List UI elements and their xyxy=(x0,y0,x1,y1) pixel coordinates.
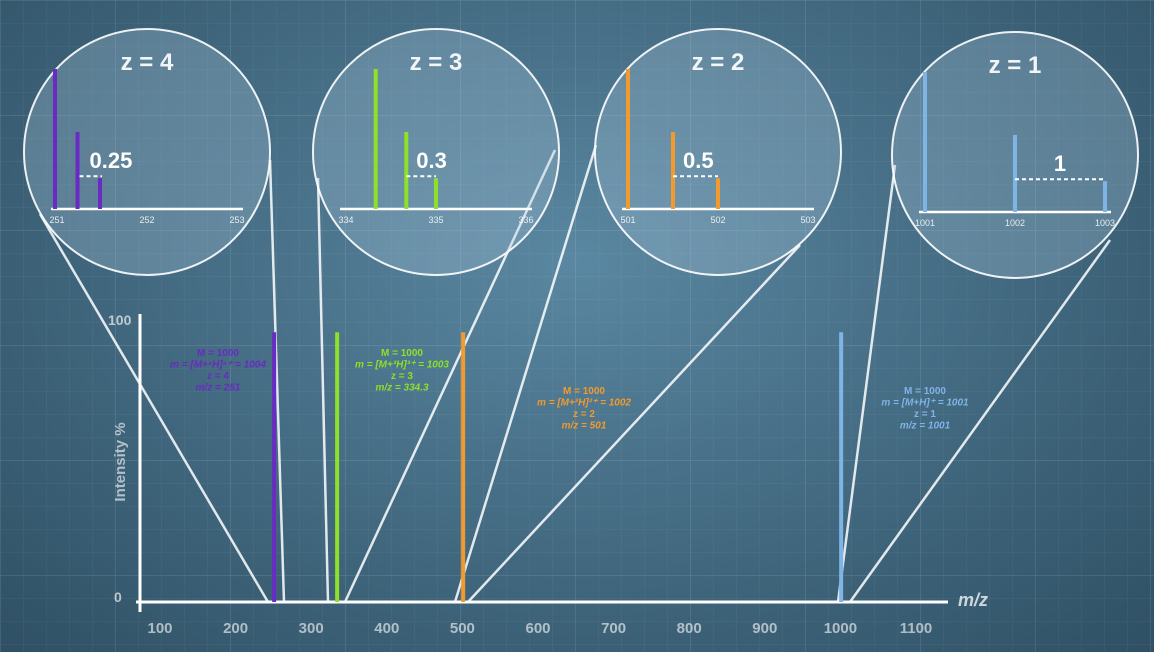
inset-tick-label: 253 xyxy=(229,215,244,225)
x-tick-label: 200 xyxy=(223,620,248,637)
inset-z3: z = 3 334 335 336 0.3 xyxy=(312,28,560,276)
annotation-line-z4: m = [M+⁴H]⁴⁺ = 1004 xyxy=(170,360,266,371)
inset-tick-label: 1002 xyxy=(1005,218,1025,228)
x-tick-label: 400 xyxy=(374,620,399,637)
inset-z2: z = 2 501 502 503 0.5 xyxy=(594,28,842,276)
x-tick-label: 100 xyxy=(147,620,172,637)
inset-circle xyxy=(594,28,842,276)
inset-tick-label: 335 xyxy=(428,215,443,225)
inset-spacing-label: 0.3 xyxy=(416,148,447,173)
inset-title: z = 3 xyxy=(410,49,463,76)
annotation-line-z4: z = 4 xyxy=(207,371,229,382)
inset-circle xyxy=(23,28,271,276)
y-tick-label-min: 0 xyxy=(114,589,122,605)
connector-line-z3 xyxy=(316,177,330,603)
inset-title: z = 1 xyxy=(989,52,1042,79)
connector-line-z1 xyxy=(848,239,1112,603)
inset-tick-label: 334 xyxy=(338,215,353,225)
x-tick-label: 1000 xyxy=(824,620,857,637)
inset-tick-label: 251 xyxy=(49,215,64,225)
annotation-line-z4: M = 1000 xyxy=(197,348,239,359)
annotation-line-z1: m/z = 1001 xyxy=(900,421,951,432)
connector-line-z2 xyxy=(467,244,801,603)
inset-z1: z = 1 1001 1002 1003 1 xyxy=(891,31,1139,279)
connector-line-z4 xyxy=(268,159,286,603)
connector-line-z3 xyxy=(343,149,557,603)
annotation-line-z4: m/z = 251 xyxy=(196,383,241,394)
connector-line-z2 xyxy=(453,144,598,603)
zoom-connectors xyxy=(38,144,1112,603)
x-tick-label: 600 xyxy=(525,620,550,637)
inset-spacing-label: 0.5 xyxy=(683,148,714,173)
main-peaks xyxy=(272,332,844,602)
annotation-line-z2: M = 1000 xyxy=(563,386,605,397)
x-tick-label: 700 xyxy=(601,620,626,637)
annotation-line-z3: z = 3 xyxy=(391,371,413,382)
inset-spacing-label: 0.25 xyxy=(90,148,133,173)
inset-tick-label: 336 xyxy=(518,215,533,225)
inset-z4: z = 4 251 252 253 0.25 xyxy=(23,28,271,276)
y-tick-label-max: 100 xyxy=(108,312,132,328)
inset-tick-label: 252 xyxy=(139,215,154,225)
y-axis-label: Intensity % xyxy=(112,422,129,501)
x-tick-label: 1100 xyxy=(900,620,933,637)
x-tick-label: 900 xyxy=(752,620,777,637)
inset-tick-label: 501 xyxy=(620,215,635,225)
inset-title: z = 2 xyxy=(692,49,745,76)
inset-tick-label: 502 xyxy=(710,215,725,225)
annotation-line-z3: M = 1000 xyxy=(381,348,423,359)
annotation-line-z1: M = 1000 xyxy=(904,386,946,397)
inset-tick-label: 503 xyxy=(800,215,815,225)
annotation-line-z2: m = [M+²H]²⁺ = 1002 xyxy=(537,398,631,409)
x-tick-label: 800 xyxy=(677,620,702,637)
annotation-line-z2: m/z = 501 xyxy=(562,421,607,432)
inset-title: z = 4 xyxy=(121,49,174,76)
annotation-line-z1: z = 1 xyxy=(914,409,936,420)
annotation-line-z2: z = 2 xyxy=(573,409,595,420)
x-tick-label: 300 xyxy=(299,620,324,637)
connector-line-z4 xyxy=(38,213,270,603)
annotation-line-z3: m = [M+³H]³⁺ = 1003 xyxy=(355,360,449,371)
inset-tick-label: 1003 xyxy=(1095,218,1115,228)
x-tick-label: 500 xyxy=(450,620,475,637)
zoom-insets: z = 4 251 252 253 0.25 z = 3 334 335 336 0.3 z = 2… xyxy=(23,28,1139,279)
main-axes: 100 200 300 400 500 600 700 800 900 1000 11001000I… xyxy=(108,312,988,637)
annotation-line-z3: m/z = 334.3 xyxy=(375,383,429,394)
inset-spacing-label: 1 xyxy=(1054,151,1066,176)
connector-line-z1 xyxy=(836,164,897,603)
inset-tick-label: 1001 xyxy=(915,218,935,228)
x-axis-label: m/z xyxy=(958,590,988,610)
annotation-line-z1: m = [M+H]⁺ = 1001 xyxy=(881,398,969,409)
